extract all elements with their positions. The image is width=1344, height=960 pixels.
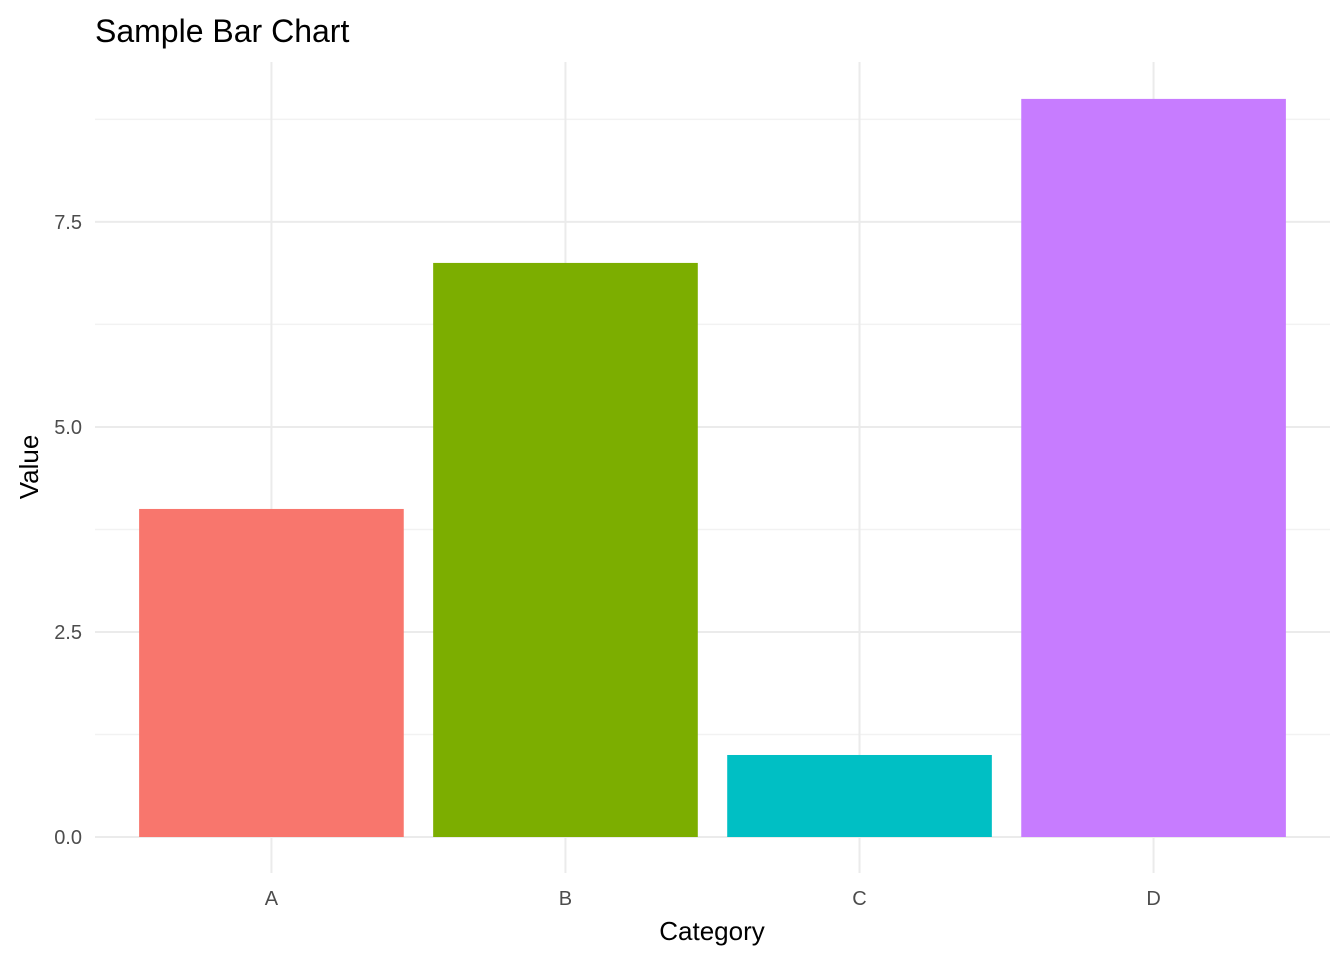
x-axis-title: Category xyxy=(659,916,765,946)
x-tick-label: B xyxy=(559,888,572,910)
x-axis-ticks: A B C D xyxy=(265,888,1161,910)
bar-b xyxy=(433,262,698,838)
x-tick-label: A xyxy=(265,888,279,910)
y-tick-label: 0.0 xyxy=(54,827,82,849)
bar-d xyxy=(1021,98,1286,837)
y-tick-label: 5.0 xyxy=(54,417,82,439)
y-axis-title: Value xyxy=(14,435,44,500)
y-tick-label: 2.5 xyxy=(54,622,82,644)
chart-title: Sample Bar Chart xyxy=(95,13,349,49)
bars xyxy=(139,98,1286,838)
y-axis-ticks: 0.0 2.5 5.0 7.5 xyxy=(54,212,82,849)
y-tick-label: 7.5 xyxy=(54,212,82,234)
x-tick-label: C xyxy=(852,888,866,910)
bar-a xyxy=(139,508,404,837)
bar-c xyxy=(727,754,992,837)
x-tick-label: D xyxy=(1146,888,1160,910)
